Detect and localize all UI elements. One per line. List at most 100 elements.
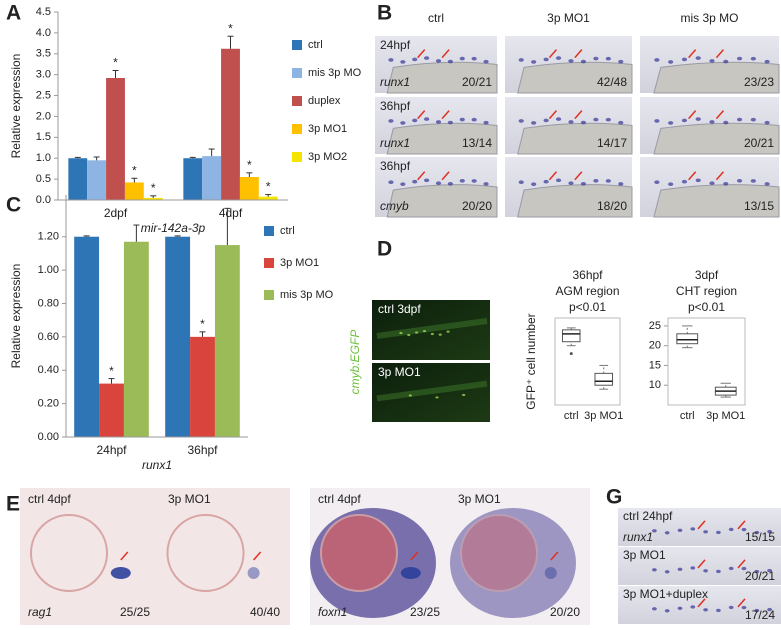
- image-label: ctrl 3dpf: [378, 302, 421, 316]
- stain: [518, 119, 524, 123]
- legend-swatch: [292, 152, 302, 162]
- stain: [605, 117, 611, 122]
- stain: [459, 178, 465, 183]
- stain: [764, 120, 770, 125]
- stain: [580, 59, 587, 64]
- stain: [690, 566, 696, 570]
- stain: [531, 182, 537, 187]
- x-tick-label: 3p MO1: [706, 410, 745, 422]
- count-label: 23/23: [744, 75, 774, 89]
- stain: [543, 57, 549, 62]
- significance: *: [266, 180, 271, 194]
- column-header: mis 3p MO: [680, 11, 738, 25]
- chart-title: 36hpf: [572, 268, 603, 282]
- stain: [767, 529, 772, 534]
- stain: [767, 568, 772, 573]
- stain: [677, 567, 683, 571]
- y-tick-label: 1.5: [36, 131, 51, 143]
- stain: [703, 569, 708, 573]
- x-tick-label: ctrl: [680, 410, 695, 422]
- stain: [518, 180, 524, 185]
- x-tick-label: ctrl: [564, 410, 579, 422]
- arrow: [253, 551, 262, 561]
- panel-letter: C: [6, 194, 21, 217]
- y-tick-label: 0.20: [38, 398, 59, 410]
- chart-title: 3dpf: [695, 268, 719, 282]
- stain: [741, 566, 747, 571]
- embryo-image: [20, 488, 160, 625]
- stain: [580, 120, 587, 125]
- outlier: [569, 352, 573, 356]
- count-label: 25/25: [120, 605, 150, 619]
- stain: [531, 121, 537, 125]
- stain: [388, 180, 394, 185]
- plot-frame: [554, 317, 621, 406]
- image-label: ctrl 4dpf: [28, 492, 71, 506]
- x-tick-label: 36hpf: [187, 443, 218, 457]
- yolk: [386, 184, 498, 218]
- bar: [202, 156, 222, 200]
- image-label: ctrl 4dpf: [318, 492, 361, 506]
- stain: [438, 333, 442, 336]
- stain: [435, 396, 439, 399]
- gene-label: runx1: [623, 530, 653, 544]
- stain: [681, 118, 688, 123]
- stain: [568, 120, 574, 124]
- y-tick-label: 25: [649, 320, 661, 332]
- stain: [767, 607, 772, 612]
- legend-label: ctrl: [308, 39, 323, 51]
- y-tick-label: 3.0: [36, 69, 51, 81]
- legend-swatch: [292, 40, 302, 50]
- stain: [568, 181, 574, 186]
- stain: [593, 56, 599, 61]
- stain: [703, 608, 708, 612]
- arrow: [441, 110, 450, 120]
- arrow: [737, 559, 746, 569]
- image-label: 3p MO1: [168, 492, 211, 506]
- stain: [703, 530, 708, 534]
- stain: [690, 605, 696, 609]
- arrow: [120, 551, 129, 561]
- bar: [143, 197, 163, 200]
- y-tick-label: 2.5: [36, 89, 51, 101]
- yolk: [517, 61, 633, 94]
- count-label: 20/21: [744, 136, 774, 150]
- stain: [723, 181, 729, 186]
- count-label: 18/20: [597, 199, 627, 213]
- count-label: 13/15: [744, 199, 774, 213]
- stain: [424, 117, 430, 121]
- bar: [99, 383, 124, 437]
- stain: [483, 182, 489, 186]
- stain: [677, 606, 683, 610]
- y-tick-label: 0.0: [36, 194, 51, 206]
- significance: *: [247, 158, 252, 172]
- bar: [74, 236, 100, 437]
- stain: [568, 59, 574, 63]
- legend-label: 3p MO1: [280, 257, 319, 269]
- stain: [664, 609, 670, 613]
- arrow: [548, 110, 558, 120]
- y-tick-label: 0.60: [38, 331, 59, 343]
- x-tick-label: 2dpf: [104, 206, 128, 220]
- image-label: 3p MO1: [378, 365, 421, 379]
- stain: [736, 56, 743, 61]
- stain: [593, 117, 599, 122]
- stain-spot: [247, 567, 260, 579]
- arrow: [410, 551, 419, 561]
- bar: [68, 158, 88, 200]
- arrow: [688, 49, 697, 59]
- bar: [87, 160, 107, 200]
- stain: [435, 59, 442, 63]
- arrow: [574, 171, 583, 181]
- stain: [415, 331, 419, 334]
- stain: [716, 608, 721, 613]
- arrow: [574, 49, 583, 59]
- stain: [754, 530, 760, 535]
- bar: [124, 182, 144, 200]
- stain: [408, 394, 412, 397]
- bar: [165, 236, 191, 437]
- stain: [593, 178, 599, 183]
- significance: *: [228, 21, 233, 35]
- x-axis-label: runx1: [142, 458, 172, 472]
